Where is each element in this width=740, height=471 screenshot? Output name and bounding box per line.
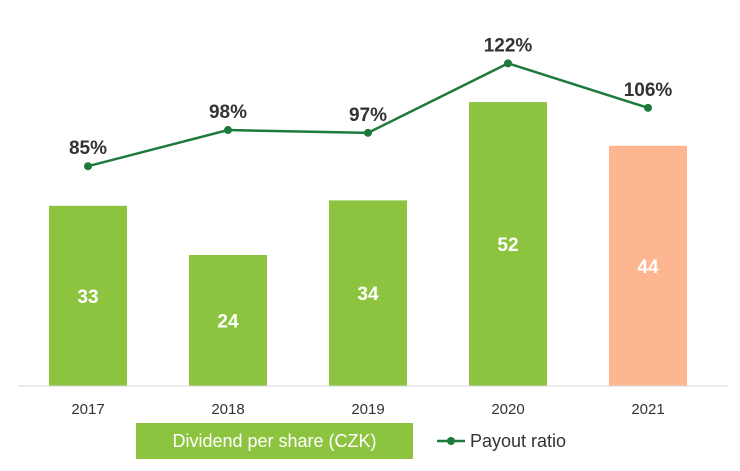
legend-dividend-per-share: Dividend per share (CZK) (136, 423, 413, 459)
payout-point-2020 (504, 59, 512, 68)
legend-dividend-label: Dividend per share (CZK) (172, 430, 377, 451)
payout-label-2021: 106% (624, 80, 673, 101)
x-tick-label-2017: 2017 (71, 401, 104, 418)
bar-value-label-2018: 24 (217, 311, 239, 332)
payout-label-2017: 85% (69, 138, 107, 159)
bar-2019 (329, 200, 407, 386)
x-tick-label-2020: 2020 (491, 401, 524, 418)
legend-payout-ratio: Payout ratio (436, 423, 566, 459)
payout-label-2018: 98% (209, 102, 247, 123)
bar-value-label-2021: 44 (637, 257, 659, 278)
chart-legend: Dividend per share (CZK) Payout ratio (0, 423, 740, 459)
payout-label-2019: 97% (349, 105, 387, 126)
bar-value-label-2019: 34 (357, 284, 379, 305)
x-tick-label-2019: 2019 (351, 401, 384, 418)
x-tick-label-2018: 2018 (211, 401, 244, 418)
dividend-chart: 33 2017 24 2018 34 2019 52 2020 44 2021 85% 98% 97% 1… (18, 35, 728, 418)
bar-2020 (469, 102, 547, 386)
payout-point-2018 (224, 126, 232, 135)
payout-label-2020: 122% (484, 35, 533, 56)
bar-2021 (609, 145, 687, 386)
bar-2018 (189, 254, 267, 386)
bar-2017 (49, 205, 127, 386)
bar-value-label-2020: 52 (497, 235, 518, 256)
payout-point-2017 (84, 162, 92, 171)
legend-line-marker-icon (437, 437, 465, 445)
legend-payout-label: Payout ratio (470, 430, 567, 451)
bar-value-label-2017: 33 (77, 287, 98, 308)
x-tick-label-2021: 2021 (631, 401, 664, 418)
payout-point-2021 (644, 103, 652, 112)
payout-point-2019 (364, 128, 372, 137)
